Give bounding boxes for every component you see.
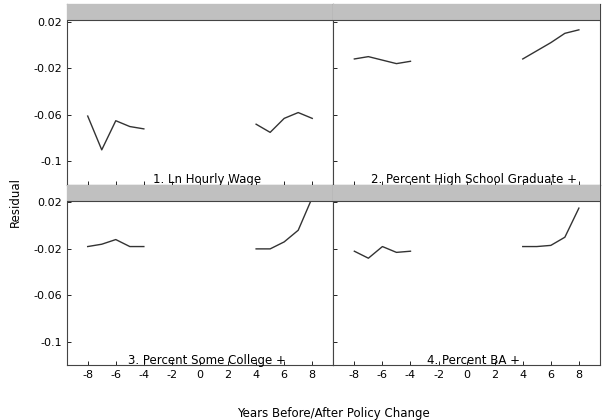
Bar [333, 4, 600, 21]
Text: 2. Percent High School Graduate +: 2. Percent High School Graduate + [371, 173, 577, 186]
Bar [67, 4, 333, 21]
Bar [67, 185, 333, 201]
Text: Years Before/After Policy Change: Years Before/After Policy Change [237, 407, 430, 420]
Text: 3. Percent Some College +: 3. Percent Some College + [128, 354, 286, 367]
Bar [333, 185, 600, 201]
Text: 4. Percent BA +: 4. Percent BA + [427, 354, 520, 367]
Text: Residual: Residual [8, 176, 22, 227]
Text: 1. Ln Hourly Wage: 1. Ln Hourly Wage [153, 173, 261, 186]
